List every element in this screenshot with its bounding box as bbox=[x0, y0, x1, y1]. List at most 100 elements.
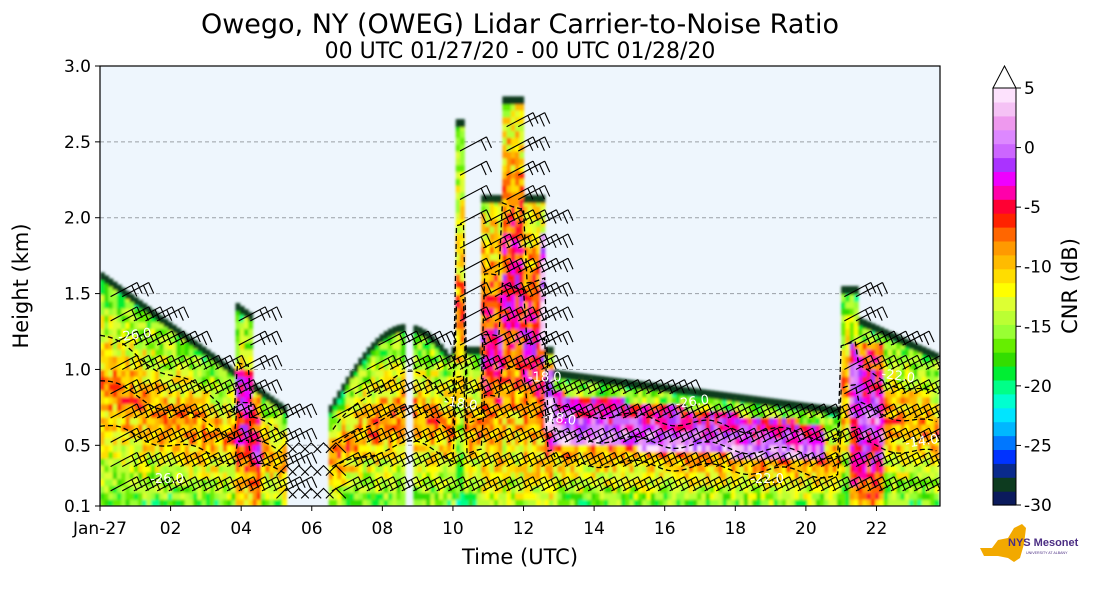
heatmap-cell bbox=[167, 369, 173, 377]
heatmap-cell bbox=[129, 314, 135, 323]
heatmap-cell bbox=[244, 444, 249, 452]
heatmap-cell bbox=[235, 403, 241, 412]
wind-barb-flag bbox=[131, 455, 138, 467]
heatmap-cell bbox=[519, 239, 525, 248]
heatmap-cell bbox=[523, 205, 529, 214]
heatmap-cell bbox=[455, 499, 461, 506]
heatmap-cell bbox=[807, 471, 813, 480]
heatmap-cell bbox=[659, 499, 664, 506]
heatmap-cell bbox=[214, 465, 220, 473]
heatmap-cell bbox=[341, 396, 347, 405]
heatmap-cell bbox=[358, 424, 364, 432]
heatmap-cell bbox=[485, 376, 491, 384]
heatmap-cell bbox=[493, 260, 499, 268]
heatmap-cell bbox=[502, 417, 508, 425]
heatmap-cell bbox=[455, 239, 461, 248]
heatmap-cell bbox=[100, 294, 105, 302]
heatmap-cell bbox=[205, 465, 211, 473]
heatmap-cell bbox=[282, 499, 287, 506]
heatmap-cell bbox=[921, 485, 927, 493]
heatmap-cell bbox=[527, 226, 533, 234]
heatmap-cell bbox=[142, 376, 148, 384]
heatmap-cell bbox=[803, 492, 808, 500]
heatmap-cell bbox=[434, 458, 440, 466]
heatmap-cell bbox=[146, 451, 152, 459]
heatmap-cell bbox=[633, 499, 639, 506]
heatmap-cell bbox=[481, 355, 487, 364]
heatmap-cell bbox=[489, 232, 495, 241]
heatmap-cell bbox=[904, 383, 910, 391]
heatmap-cell bbox=[460, 328, 465, 336]
heatmap-cell bbox=[637, 451, 643, 459]
heatmap-cell bbox=[870, 424, 876, 432]
heatmap-cell bbox=[616, 383, 622, 391]
heatmap-cell bbox=[150, 492, 156, 500]
heatmap-cell bbox=[798, 492, 804, 500]
heatmap-cell bbox=[180, 362, 186, 371]
heatmap-cell bbox=[235, 492, 241, 500]
heatmap-cell bbox=[400, 324, 406, 333]
heatmap-cell bbox=[210, 383, 215, 391]
heatmap-cell bbox=[218, 403, 224, 412]
heatmap-cell bbox=[578, 373, 584, 382]
heatmap-cell bbox=[913, 396, 919, 405]
heatmap-cell bbox=[612, 451, 618, 459]
heatmap-cell bbox=[921, 430, 927, 439]
heatmap-cell bbox=[578, 465, 584, 473]
heatmap-cell bbox=[684, 451, 690, 459]
heatmap-cell bbox=[244, 342, 249, 350]
heatmap-cell bbox=[841, 444, 847, 452]
heatmap-cell bbox=[244, 369, 249, 377]
wind-barb bbox=[273, 427, 301, 443]
heatmap-cell bbox=[536, 465, 542, 473]
heatmap-cell bbox=[883, 329, 889, 338]
heatmap-cell bbox=[866, 478, 872, 487]
heatmap-cell bbox=[515, 110, 520, 118]
wind-barb-flag bbox=[148, 355, 155, 367]
heatmap-cell bbox=[917, 369, 923, 377]
wind-barb-flag bbox=[276, 403, 283, 416]
heatmap-cell bbox=[697, 444, 703, 452]
wind-barb bbox=[133, 427, 161, 443]
heatmap-cell bbox=[205, 492, 211, 500]
heatmap-cell bbox=[900, 437, 906, 446]
heatmap-cell bbox=[167, 335, 173, 343]
heatmap-cell bbox=[121, 471, 127, 480]
heatmap-cell bbox=[752, 451, 758, 459]
heatmap-cell bbox=[764, 465, 770, 473]
heatmap-cell bbox=[468, 396, 474, 405]
wind-barb-flag bbox=[189, 382, 196, 394]
heatmap-cell bbox=[752, 437, 758, 446]
wind-barb-flag bbox=[264, 427, 271, 440]
heatmap-cell bbox=[815, 444, 821, 452]
heatmap-cell bbox=[858, 471, 863, 480]
wind-barb-flag bbox=[294, 455, 301, 467]
heatmap-cell bbox=[383, 331, 389, 340]
heatmap-cell bbox=[193, 383, 199, 391]
heatmap-cell bbox=[214, 444, 220, 452]
heatmap-cell bbox=[506, 137, 512, 145]
heatmap-cell bbox=[349, 417, 355, 425]
heatmap-cell bbox=[705, 451, 711, 459]
heatmap-cell bbox=[769, 478, 775, 487]
heatmap-cell bbox=[163, 396, 169, 405]
heatmap-cell bbox=[383, 424, 389, 432]
heatmap-cell bbox=[870, 389, 876, 398]
heatmap-cell bbox=[548, 437, 554, 446]
heatmap-cell bbox=[561, 458, 567, 466]
heatmap-cell bbox=[587, 403, 592, 412]
wind-barb-flag bbox=[311, 476, 318, 488]
heatmap-cell bbox=[379, 334, 385, 343]
heatmap-cell bbox=[578, 430, 584, 439]
heatmap-cell bbox=[510, 150, 516, 159]
heatmap-cell bbox=[752, 444, 758, 452]
heatmap-cell bbox=[455, 348, 461, 357]
heatmap-cell bbox=[468, 437, 474, 446]
heatmap-cell bbox=[853, 458, 859, 466]
heatmap-cell bbox=[934, 383, 940, 391]
heatmap-cell bbox=[925, 362, 931, 371]
heatmap-cell bbox=[421, 342, 427, 350]
wind-barb bbox=[168, 354, 196, 370]
heatmap-cell bbox=[388, 328, 393, 337]
wind-barb-flag bbox=[264, 306, 271, 319]
